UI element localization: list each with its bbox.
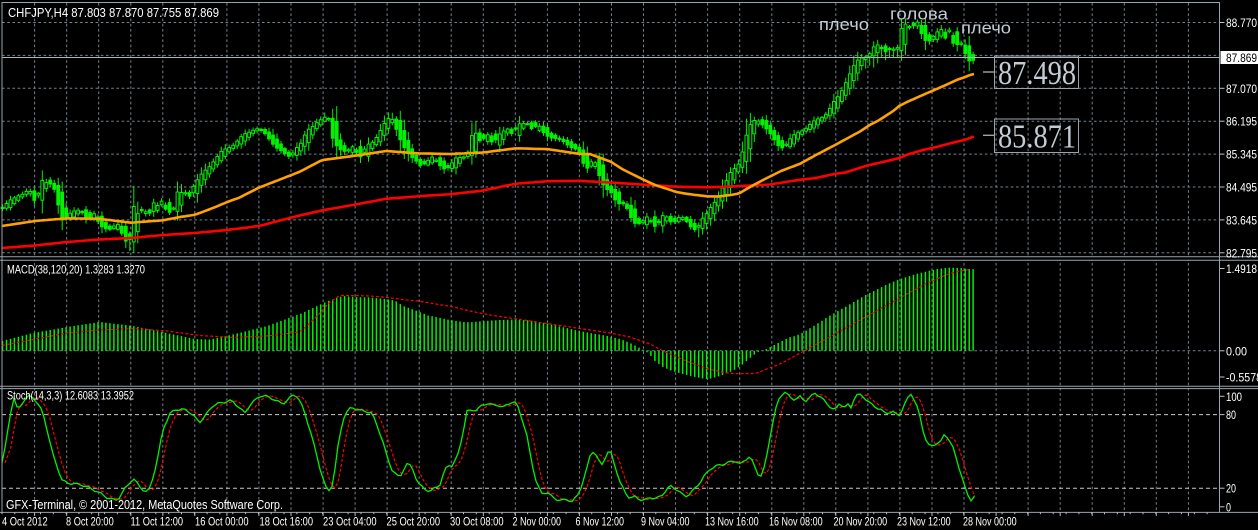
svg-text:13 Nov 16:00: 13 Nov 16:00 (705, 515, 759, 529)
svg-text:0.00: 0.00 (1226, 344, 1247, 358)
svg-text:GFX-Terminal, © 2001-2012, Me: GFX-Terminal, © 2001-2012, MetaQuotes So… (6, 498, 283, 512)
svg-text:9 Nov 04:00: 9 Nov 04:00 (641, 515, 690, 529)
svg-text:87.070: 87.070 (1226, 82, 1257, 96)
svg-text:18 Oct 16:00: 18 Oct 16:00 (260, 515, 314, 529)
svg-text:1.4918: 1.4918 (1226, 262, 1257, 276)
svg-text:MACD(38,120,20) 1.3283 1.3270: MACD(38,120,20) 1.3283 1.3270 (7, 263, 145, 277)
svg-text:23 Nov 12:00: 23 Nov 12:00 (897, 515, 951, 529)
svg-text:плечо: плечо (819, 15, 869, 34)
svg-text:30 Oct 08:00: 30 Oct 08:00 (450, 515, 504, 529)
svg-text:87.869: 87.869 (1226, 51, 1257, 65)
svg-text:23 Oct 04:00: 23 Oct 04:00 (323, 515, 377, 529)
svg-text:84.495: 84.495 (1226, 181, 1257, 195)
svg-text:CHFJPY,H4 87.803 87.870 87.75: CHFJPY,H4 87.803 87.870 87.755 87.869 (8, 6, 219, 20)
svg-text:-0.5578: -0.5578 (1226, 371, 1258, 385)
svg-text:88.770: 88.770 (1226, 16, 1257, 30)
svg-text:85.345: 85.345 (1226, 148, 1257, 162)
svg-text:8 Oct 20:00: 8 Oct 20:00 (66, 515, 114, 529)
svg-text:83.645: 83.645 (1226, 213, 1257, 227)
svg-text:4 Oct 2012: 4 Oct 2012 (2, 515, 48, 529)
svg-text:Stoch(14,3,3) 12.6083 13.3952: Stoch(14,3,3) 12.6083 13.3952 (7, 389, 134, 403)
svg-text:20: 20 (1226, 482, 1236, 496)
svg-text:80: 80 (1226, 408, 1236, 422)
svg-text:голова: голова (890, 5, 949, 24)
svg-text:82.795: 82.795 (1226, 246, 1257, 260)
svg-text:2 Nov 00:00: 2 Nov 00:00 (513, 515, 562, 529)
svg-text:25 Oct 20:00: 25 Oct 20:00 (387, 515, 441, 529)
svg-text:16 Nov 08:00: 16 Nov 08:00 (769, 515, 823, 529)
svg-text:85.871: 85.871 (998, 119, 1076, 156)
svg-text:16 Oct 00:00: 16 Oct 00:00 (195, 515, 249, 529)
svg-text:87.498: 87.498 (998, 55, 1076, 92)
svg-text:11 Oct 12:00: 11 Oct 12:00 (131, 515, 184, 529)
svg-text:86.195: 86.195 (1226, 115, 1257, 129)
svg-text:плечо: плечо (961, 19, 1011, 38)
svg-text:28 Nov 00:00: 28 Nov 00:00 (963, 515, 1017, 529)
svg-text:6 Nov 12:00: 6 Nov 12:00 (576, 515, 625, 529)
svg-text:0: 0 (1226, 500, 1231, 514)
svg-text:100: 100 (1226, 390, 1242, 404)
svg-text:20 Nov 20:00: 20 Nov 20:00 (834, 515, 888, 529)
